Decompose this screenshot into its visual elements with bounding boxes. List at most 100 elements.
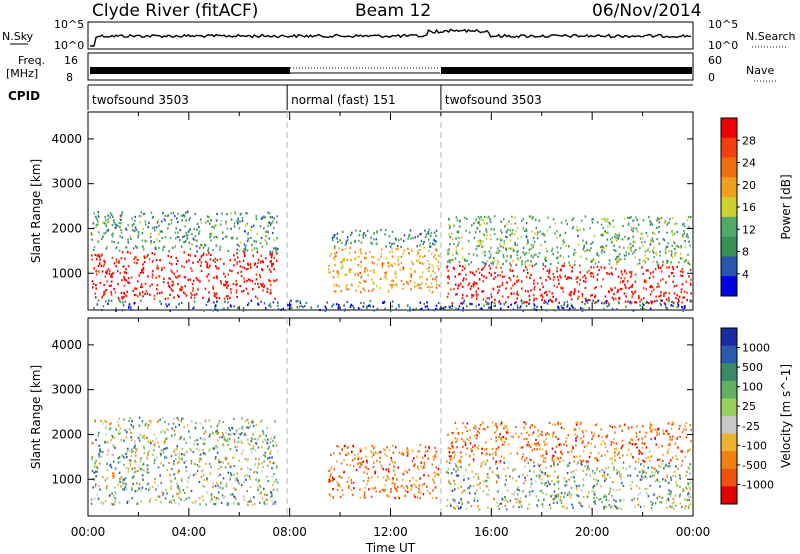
range-cell (165, 456, 168, 459)
range-cell (639, 247, 641, 250)
range-cell (419, 276, 421, 279)
range-cell (541, 503, 544, 506)
range-cell (651, 471, 653, 474)
range-cell (383, 262, 385, 265)
range-cell (359, 461, 361, 464)
range-cell (257, 486, 259, 490)
range-cell (584, 465, 587, 468)
range-cell (105, 224, 108, 228)
range-cell (158, 445, 160, 448)
range-cell (357, 264, 360, 267)
range-cell (158, 224, 160, 227)
range-cell (212, 309, 214, 312)
range-cell (148, 258, 151, 261)
range-cell (584, 215, 587, 218)
range-cell (618, 232, 620, 235)
range-cell (119, 427, 122, 430)
range-cell (131, 486, 133, 489)
range-cell (450, 307, 453, 311)
range-cell (535, 226, 538, 229)
range-cell (233, 222, 236, 225)
range-cell (467, 239, 470, 242)
colorbar-tick-label: 500 (742, 361, 763, 374)
range-cell (645, 301, 647, 304)
range-cell (171, 468, 173, 471)
range-cell (546, 302, 549, 305)
range-cell (205, 503, 207, 506)
range-cell (659, 465, 661, 468)
range-cell (536, 505, 539, 508)
range-cell (244, 254, 246, 258)
range-cell (669, 495, 672, 498)
range-cell (475, 305, 478, 308)
range-cell (219, 258, 222, 261)
range-cell (373, 487, 375, 490)
range-cell (277, 247, 279, 251)
range-cell (267, 480, 270, 483)
range-cell (274, 441, 277, 444)
range-cell (180, 436, 182, 439)
range-cell (147, 253, 149, 257)
range-cell (415, 479, 417, 482)
range-cell (270, 262, 273, 266)
range-cell (232, 283, 235, 286)
range-cell (341, 230, 344, 233)
range-cell (641, 442, 643, 445)
range-cell (600, 245, 602, 248)
range-cell (561, 453, 564, 456)
range-cell (255, 278, 258, 281)
range-cell (609, 425, 611, 428)
range-cell (347, 476, 350, 480)
range-cell (567, 464, 570, 467)
range-cell (523, 438, 526, 441)
range-cell (122, 304, 125, 307)
range-cell (112, 444, 114, 447)
range-cell (461, 293, 464, 297)
range-cell (206, 479, 208, 482)
range-cell (579, 502, 582, 505)
range-cell (556, 285, 558, 289)
range-cell (434, 307, 437, 311)
range-cell (385, 474, 388, 477)
range-cell (417, 491, 420, 494)
range-cell (589, 475, 592, 478)
range-cell (505, 223, 508, 226)
range-cell (225, 295, 228, 298)
cpid-segments: twofsound 3503 normal (fast) 151 twofsound… (87, 85, 542, 110)
range-cell (235, 429, 238, 432)
range-cell (411, 449, 414, 452)
range-cell (240, 427, 243, 430)
range-cell (197, 260, 199, 263)
range-cell (618, 296, 620, 299)
range-cell (596, 496, 598, 500)
range-cell (200, 244, 203, 247)
range-cell (455, 440, 457, 443)
range-cell (238, 459, 240, 462)
range-cell (189, 228, 191, 231)
range-cell (530, 260, 532, 263)
range-cell (462, 439, 465, 442)
range-cell (473, 222, 475, 225)
range-cell (373, 271, 376, 274)
range-cell (128, 419, 130, 422)
range-cell (261, 260, 264, 263)
range-cell (671, 438, 673, 441)
range-cell (453, 468, 455, 471)
range-cell (203, 485, 206, 488)
range-cell (558, 282, 560, 285)
range-cell (535, 495, 538, 498)
range-cell (608, 272, 611, 276)
x-tick-label: 08:00 (272, 525, 307, 539)
range-cell (264, 257, 267, 260)
range-cell (392, 478, 394, 481)
range-cell (554, 222, 557, 225)
range-cell (176, 462, 179, 465)
range-cell (273, 217, 276, 220)
range-cell (237, 480, 239, 483)
range-cell (422, 467, 424, 470)
range-cell (362, 234, 365, 237)
range-cell (543, 498, 545, 501)
range-cell (584, 274, 586, 277)
range-cell (125, 436, 128, 439)
range-cell (114, 500, 116, 503)
